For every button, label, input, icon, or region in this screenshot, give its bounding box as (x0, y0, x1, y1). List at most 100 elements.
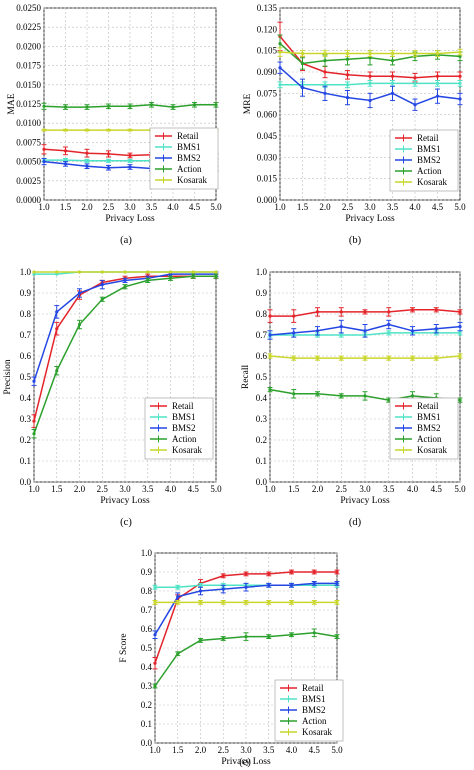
data-point (458, 97, 462, 101)
data-point (387, 310, 391, 314)
x-tick-label: 3.5 (383, 484, 395, 494)
data-point (345, 51, 350, 56)
y-tick-label: 0.0050 (16, 157, 41, 167)
data-point (368, 56, 372, 60)
data-point (191, 274, 195, 278)
y-tick-label: 0.7 (20, 330, 32, 340)
data-point (63, 158, 68, 162)
y-tick-label: 0.0075 (16, 137, 41, 147)
data-point (434, 356, 438, 360)
data-point (292, 356, 296, 360)
data-point (268, 354, 272, 358)
data-point (323, 83, 327, 87)
data-point (221, 574, 225, 578)
data-point (146, 278, 150, 282)
data-point (335, 581, 339, 586)
y-tick-label: 0.4 (20, 393, 32, 403)
x-tick-label: 2.5 (103, 202, 115, 212)
data-point (292, 331, 296, 335)
data-point (345, 96, 350, 100)
data-point (312, 570, 316, 574)
chart-panel-2: 1.0 1.5 2.0 2.5 3.0 3.5 4.0 4.5 5.0 0.000 0.015 0.0… (243, 3, 466, 246)
y-tick-label: 0.0 (20, 477, 32, 487)
data-point (435, 74, 440, 78)
data-point (390, 74, 395, 78)
y-tick-label: 0.0 (256, 477, 268, 487)
data-point (312, 600, 316, 605)
data-point (198, 589, 203, 593)
data-point (289, 583, 294, 587)
x-tick-label: 2.5 (218, 745, 230, 755)
x-tick-label: 2.0 (74, 484, 86, 494)
x-tick-label: 3.0 (124, 202, 136, 212)
data-point (85, 159, 89, 163)
data-point (32, 432, 36, 436)
data-point (32, 419, 36, 423)
y-tick-label: 0.1 (256, 456, 267, 466)
y-axis-label: MAE (7, 93, 17, 114)
data-point (345, 73, 350, 77)
data-point (335, 570, 339, 574)
data-point (191, 270, 195, 274)
panel-label: (d) (349, 517, 362, 528)
series-retail (152, 569, 340, 670)
data-point (435, 51, 440, 56)
y-tick-label: 0.2 (141, 700, 152, 710)
legend-entry-action: Action (417, 434, 442, 444)
chart-panel-4: 1.0 1.5 2.0 2.5 3.0 3.5 4.0 4.5 5.0 0.0 0.1 0.2 0.3 0… (241, 267, 466, 528)
y-tick-label: 0.8 (141, 586, 153, 596)
data-point (168, 276, 173, 280)
y-tick-label: 0.5 (20, 372, 32, 382)
data-point (363, 310, 367, 314)
data-point (221, 636, 225, 641)
x-tick-label: 1.0 (264, 484, 276, 494)
y-tick-label: 1.0 (141, 548, 153, 558)
data-point (63, 149, 68, 153)
data-point (123, 278, 127, 282)
data-point (128, 128, 132, 132)
data-point (106, 159, 111, 163)
x-tick-label: 2.0 (319, 202, 331, 212)
data-point (368, 74, 372, 78)
y-axis-label: MRE (243, 94, 253, 115)
data-point (458, 50, 462, 54)
data-point (63, 105, 68, 109)
data-point (128, 104, 132, 108)
data-point (410, 394, 415, 398)
x-tick-label: 1.0 (274, 202, 286, 212)
data-point (123, 285, 127, 289)
y-tick-label: 0.135 (257, 3, 278, 13)
data-point (339, 356, 343, 360)
data-point (153, 585, 157, 589)
y-tick-label: 0.9 (141, 567, 153, 577)
data-point (106, 104, 111, 108)
y-tick-label: 0.075 (257, 88, 278, 98)
legend-entry-retail: Retail (417, 401, 439, 411)
y-tick-label: 0.0200 (16, 41, 41, 51)
chart-root: 1.0 1.5 2.0 2.5 3.0 3.5 4.0 4.5 5.0 0.0000 0.0025 0… (3, 3, 466, 768)
y-tick-label: 0.0000 (16, 195, 41, 205)
x-tick-label: 1.5 (288, 484, 300, 494)
y-tick-label: 0.9 (20, 288, 32, 298)
data-point (413, 103, 417, 107)
data-point (63, 128, 68, 132)
data-point (278, 66, 282, 70)
legend-entry-retail: Retail (172, 401, 194, 411)
data-point (55, 270, 59, 274)
data-point (244, 572, 248, 576)
x-tick-label: 4.5 (309, 745, 321, 755)
data-point (244, 600, 248, 605)
legend-entry-bms1: BMS1 (172, 412, 196, 422)
chart-panel-3: 1.0 1.5 2.0 2.5 3.0 3.5 4.0 4.5 5.0 0.0 0.1 0.2 0.3 0… (3, 267, 222, 528)
data-point (278, 50, 282, 54)
series-action (31, 273, 219, 439)
y-tick-label: 0.060 (257, 110, 278, 120)
y-tick-label: 0.9 (256, 288, 268, 298)
y-tick-label: 0.1 (20, 456, 31, 466)
data-point (434, 327, 438, 331)
data-point (268, 333, 272, 337)
data-point (458, 354, 462, 358)
